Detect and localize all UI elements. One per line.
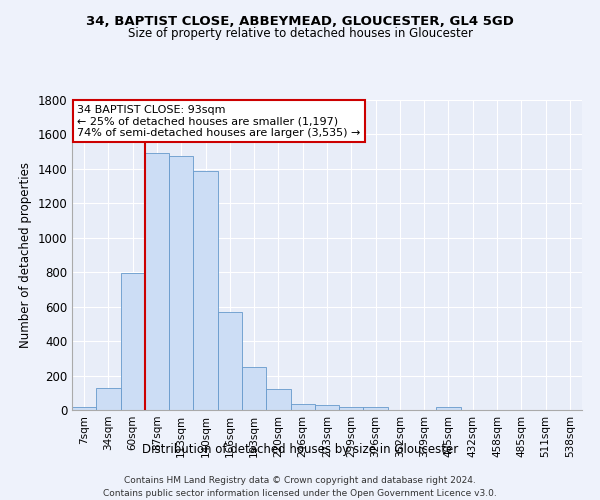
Bar (169, 156, 193, 410)
Text: 34 BAPTIST CLOSE: 93sqm
← 25% of detached houses are smaller (1,197)
74% of semi: 34 BAPTIST CLOSE: 93sqm ← 25% of detache… (77, 104, 361, 138)
Bar (339, 406, 364, 410)
Bar (242, 367, 266, 410)
Text: Distribution of detached houses by size in Gloucester: Distribution of detached houses by size … (142, 442, 458, 456)
Text: Contains public sector information licensed under the Open Government Licence v3: Contains public sector information licen… (103, 489, 497, 498)
Y-axis label: Number of detached properties: Number of detached properties (19, 162, 32, 348)
Bar (145, 154, 169, 410)
Bar (290, 404, 315, 410)
Bar (315, 405, 339, 410)
Bar (72, 408, 96, 410)
Bar (364, 408, 388, 410)
Bar (218, 312, 242, 410)
Text: Contains HM Land Registry data © Crown copyright and database right 2024.: Contains HM Land Registry data © Crown c… (124, 476, 476, 485)
Bar (193, 172, 218, 410)
Bar (266, 390, 290, 410)
Bar (121, 273, 145, 410)
Text: 34, BAPTIST CLOSE, ABBEYMEAD, GLOUCESTER, GL4 5GD: 34, BAPTIST CLOSE, ABBEYMEAD, GLOUCESTER… (86, 15, 514, 28)
Text: Size of property relative to detached houses in Gloucester: Size of property relative to detached ho… (128, 28, 473, 40)
Bar (96, 388, 121, 410)
Bar (436, 406, 461, 410)
